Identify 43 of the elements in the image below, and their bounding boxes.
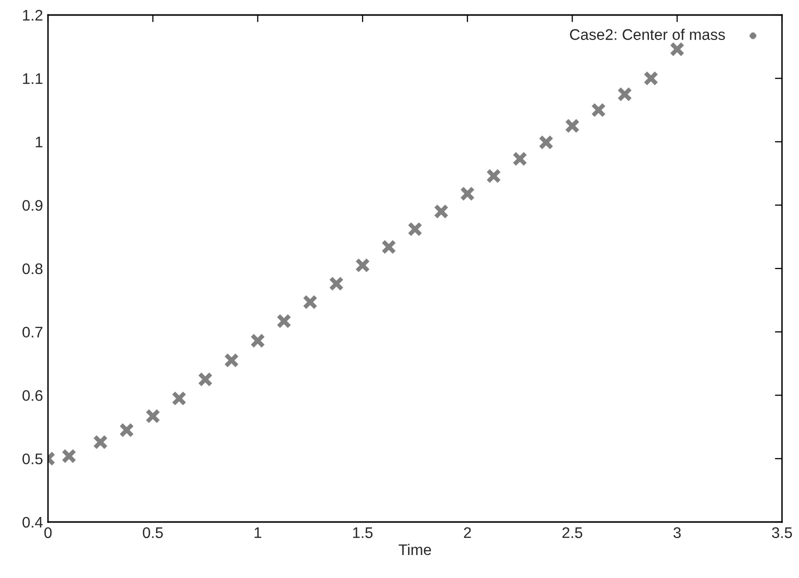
point [250, 333, 266, 348]
point [408, 222, 422, 237]
x-tick-label: 3 [673, 527, 681, 538]
point [224, 352, 239, 368]
point [355, 258, 370, 273]
point [302, 294, 318, 310]
point [670, 42, 685, 57]
point [62, 448, 76, 464]
point [119, 422, 134, 438]
point [198, 372, 213, 387]
point [591, 102, 606, 118]
point [643, 70, 658, 86]
point [617, 86, 632, 102]
point [172, 390, 187, 406]
y-tick-label: 0.9 [22, 200, 42, 211]
y-tick-label: 0.6 [22, 390, 42, 401]
legend-label: Case2: Center of mass [570, 28, 725, 40]
x-tick-label: 1.5 [353, 527, 373, 538]
x-tick-label: 2 [464, 527, 471, 538]
y-tick-label: 1.1 [23, 73, 42, 84]
y-tick-label: 0.7 [22, 326, 42, 338]
point [564, 118, 580, 134]
point [512, 151, 528, 166]
point [276, 314, 292, 329]
point [328, 276, 344, 292]
x-tick-label: 1 [254, 527, 262, 538]
point [381, 239, 396, 254]
point [434, 204, 449, 219]
point [145, 408, 160, 424]
point [538, 134, 554, 150]
point [460, 186, 475, 202]
x-tick-label: 2.5 [562, 527, 582, 538]
point [486, 168, 502, 184]
x-axis-title: Time [398, 544, 432, 556]
y-tick-label: 1.2 [23, 10, 42, 21]
y-tick-label: 1 [36, 136, 42, 148]
point [92, 434, 108, 450]
y-tick-label: 0.5 [22, 453, 42, 464]
y-tick-label: 0.4 [22, 516, 43, 528]
x-tick-label: 3.5 [772, 527, 792, 538]
x-tick-label: 0 [44, 527, 52, 538]
x-tick-label: 0.5 [142, 527, 163, 538]
y-tick-label: 0.8 [22, 263, 42, 274]
